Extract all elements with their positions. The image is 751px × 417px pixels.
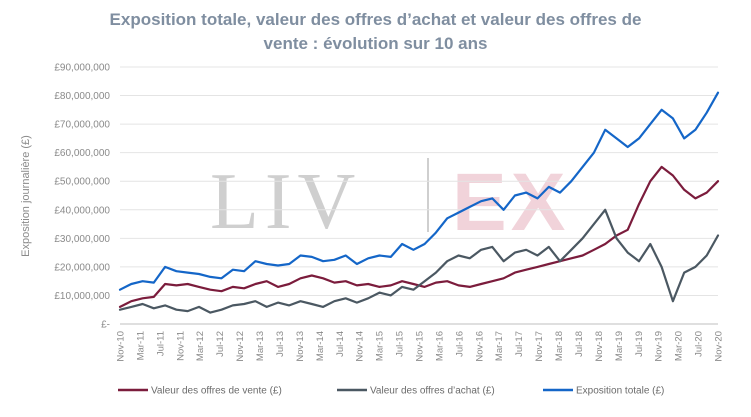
x-tick-label: Jul-15 (395, 331, 406, 357)
y-tick-label: £70,000,000 (54, 120, 110, 131)
x-tick-label: Jul-20 (694, 331, 705, 357)
y-tick-label: £10,000,000 (54, 291, 110, 302)
y-tick-label: £30,000,000 (54, 234, 110, 245)
x-tick-label: Nov-11 (175, 331, 186, 361)
x-tick-label: Nov-18 (594, 331, 605, 362)
x-tick-label: Nov-13 (295, 331, 306, 362)
y-tick-label: £60,000,000 (54, 148, 110, 159)
x-tick-label: Mar-18 (554, 331, 565, 361)
x-tick-label: Nov-17 (534, 331, 545, 362)
x-tick-label: Mar-12 (195, 331, 206, 361)
x-tick-label: Mar-16 (434, 331, 445, 361)
x-tick-label: Jul-14 (335, 331, 346, 357)
x-tick-label: Nov-15 (415, 331, 426, 362)
x-tick-label: Jul-11 (155, 331, 166, 356)
x-tick-label: Jul-18 (574, 331, 585, 357)
x-tick-label: Jul-13 (275, 331, 286, 357)
y-tick-label: £80,000,000 (54, 91, 110, 102)
series-line-2 (118, 91, 720, 291)
watermark: LIV EX (210, 157, 565, 248)
y-axis-ticks: £90,000,000 £80,000,000 £70,000,000 £60,000… (54, 63, 110, 331)
x-tick-label: Mar-14 (315, 331, 326, 361)
x-tick-label: Nov-16 (474, 331, 485, 362)
x-tick-label: Mar-17 (494, 331, 505, 361)
x-tick-label: Mar-13 (255, 331, 266, 361)
legend-label-0: Valeur des offres de vente (£) (151, 386, 282, 397)
x-tick-label: Mar-15 (375, 331, 386, 361)
x-axis: Nov-10 Mar-11 Jul-11 Nov-11 Mar-12 Jul-12 Nov-… (116, 323, 725, 362)
x-tick-label: Jul-17 (514, 331, 525, 357)
x-tick-label: Jul-16 (454, 331, 465, 357)
x-tick-label: Nov-19 (654, 331, 665, 362)
legend: Valeur des offres de vente (£) Valeur des… (118, 386, 664, 397)
y-tick-label: £50,000,000 (54, 177, 110, 188)
legend-label-2: Exposition totale (£) (576, 386, 664, 397)
x-tick-label: Nov-20 (714, 331, 725, 362)
x-tick-label: Jul-12 (215, 331, 226, 357)
x-tick-label: Mar-20 (674, 331, 685, 361)
series-line-1 (118, 208, 720, 314)
chart-title: Exposition totale, valeur des offres d’a… (0, 8, 751, 56)
y-tick-label: £90,000,000 (54, 63, 110, 74)
x-tick-label: Jul-19 (634, 331, 645, 357)
x-tick-label: Nov-14 (355, 331, 366, 362)
y-tick-label: £20,000,000 (54, 262, 110, 273)
watermark-liv: LIV (210, 158, 361, 246)
y-tick-label: £- (101, 320, 110, 331)
y-axis-label: Exposition journalière (£) (20, 135, 32, 257)
series-lines (118, 91, 720, 314)
chart-title-line-2: vente : évolution sur 10 ans (263, 34, 488, 53)
x-tick-label: Nov-10 (116, 331, 127, 362)
legend-label-1: Valeur des offres d’achat (£) (370, 386, 495, 397)
chart-title-line-1: Exposition totale, valeur des offres d’a… (109, 10, 642, 29)
x-tick-label: Nov-12 (235, 331, 246, 362)
x-tick-label: Mar-11 (135, 331, 146, 360)
y-tick-label: £40,000,000 (54, 205, 110, 216)
x-tick-label: Mar-19 (614, 331, 625, 361)
